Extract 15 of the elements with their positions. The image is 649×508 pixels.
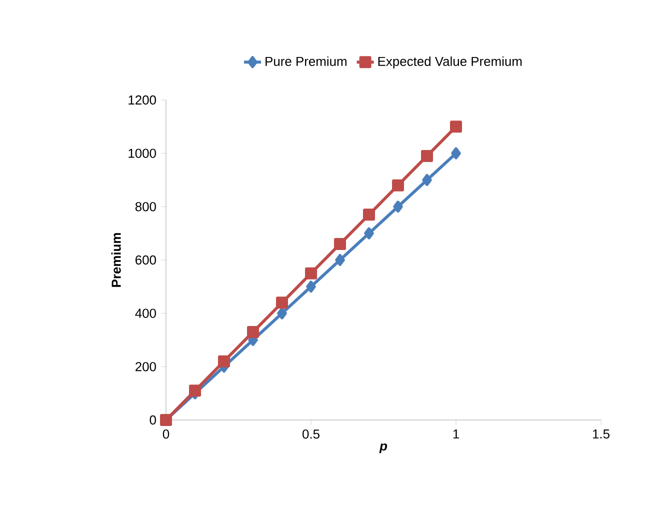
y-tick-label: 1000: [128, 148, 156, 158]
x-tick-label: 0.5: [302, 429, 320, 439]
x-axis-title: p: [379, 444, 388, 454]
y-tick-label: 800: [135, 202, 156, 212]
y-tick-label: 200: [136, 362, 156, 372]
legend-label: Expected Value Premium: [378, 56, 522, 69]
y-tick-label: 400: [135, 308, 156, 318]
x-tick-label: 1: [453, 430, 459, 438]
y-axis-title: Premium: [111, 233, 121, 287]
x-tick-label: 1.5: [592, 430, 610, 439]
y-tick-label: 1200: [128, 95, 156, 105]
y-tick-label: 600: [136, 255, 156, 265]
y-tick-label: 0: [150, 415, 156, 425]
legend-label: Pure Premium: [266, 56, 346, 66]
x-tick-label: 0: [162, 429, 170, 439]
